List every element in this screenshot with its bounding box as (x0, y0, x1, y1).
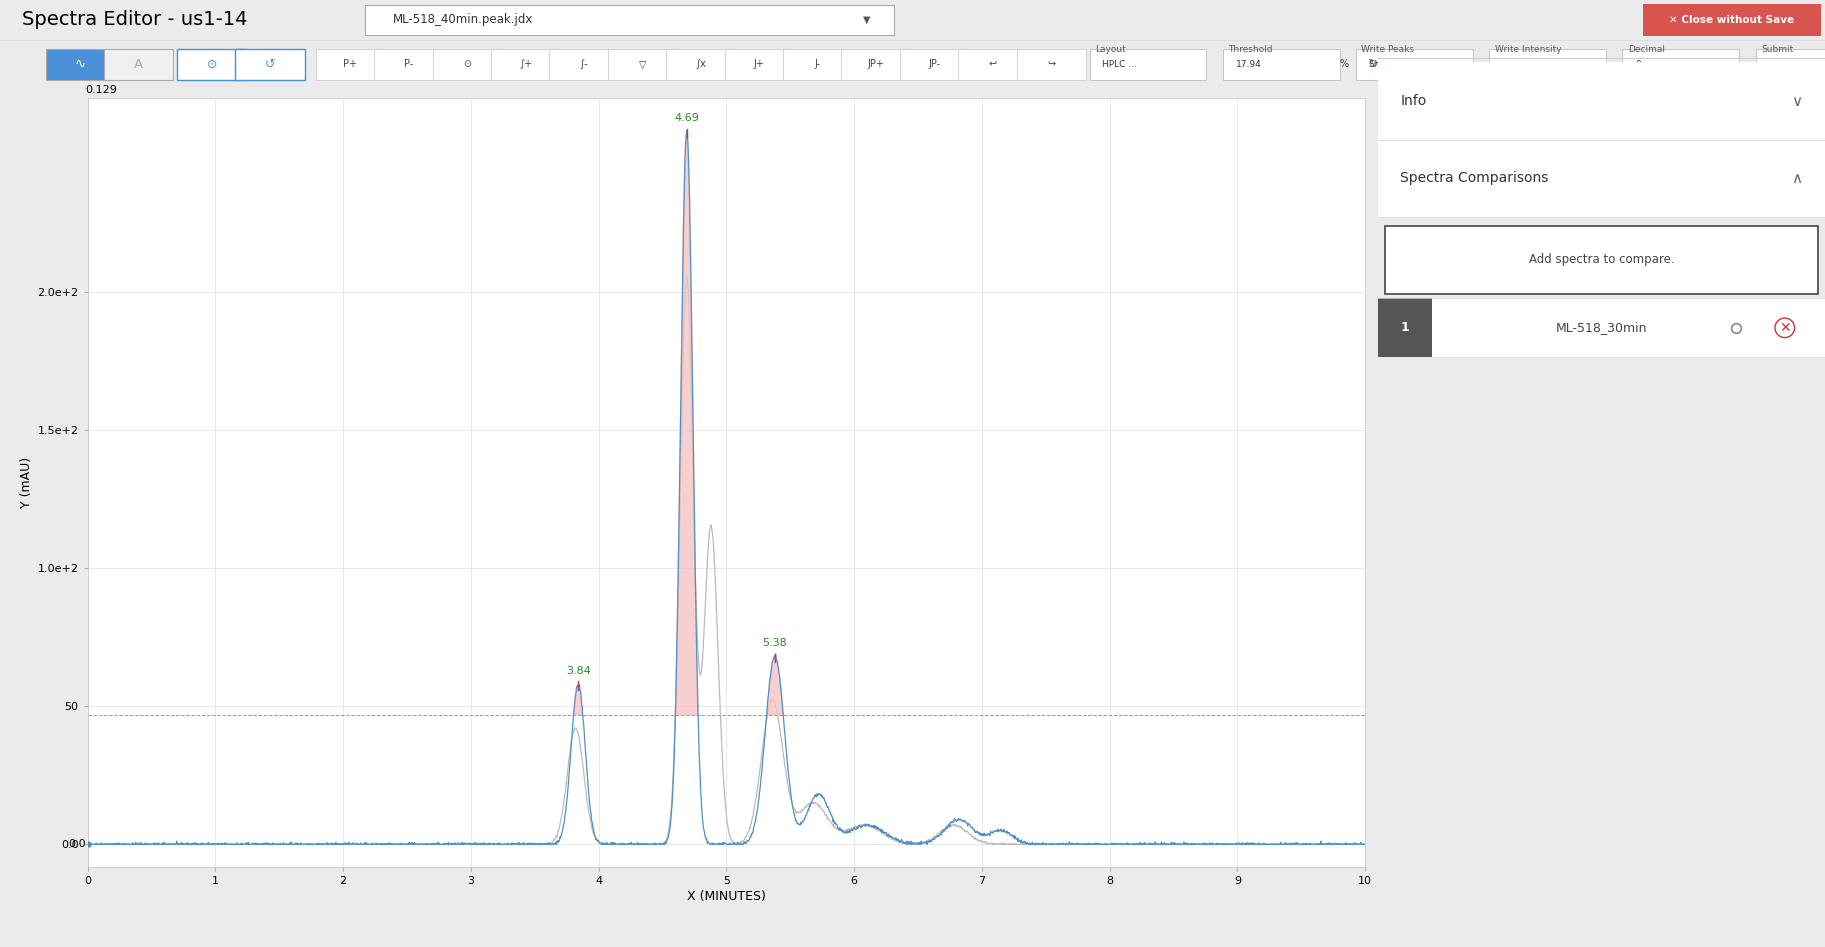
Text: save: save (1768, 60, 1790, 69)
Text: Write Peaks: Write Peaks (1361, 45, 1414, 54)
Text: Info: Info (1400, 94, 1427, 108)
FancyBboxPatch shape (1017, 49, 1086, 80)
Text: ML-518_30min: ML-518_30min (1555, 321, 1648, 334)
Bar (1378, 298, 1431, 357)
FancyBboxPatch shape (491, 49, 560, 80)
FancyBboxPatch shape (1378, 139, 1825, 217)
FancyBboxPatch shape (1756, 49, 1825, 80)
FancyBboxPatch shape (1356, 49, 1473, 80)
Text: J+: J+ (754, 60, 765, 69)
Text: Spectra Comparisons: Spectra Comparisons (1400, 171, 1549, 185)
Text: 17.94: 17.94 (1236, 60, 1261, 69)
FancyBboxPatch shape (433, 49, 502, 80)
Text: 1: 1 (1400, 321, 1409, 334)
Text: ↪: ↪ (1048, 60, 1055, 69)
FancyBboxPatch shape (316, 49, 385, 80)
FancyBboxPatch shape (235, 49, 305, 80)
Text: ↺: ↺ (265, 58, 276, 71)
Text: 3.84: 3.84 (566, 666, 591, 676)
FancyBboxPatch shape (725, 49, 794, 80)
Text: ML-518_40min.peak.jdx: ML-518_40min.peak.jdx (392, 13, 533, 27)
Text: 0.129: 0.129 (86, 84, 117, 95)
Text: ↩: ↩ (989, 60, 996, 69)
Text: ⊙: ⊙ (206, 58, 217, 71)
FancyBboxPatch shape (900, 49, 969, 80)
FancyBboxPatch shape (1385, 225, 1818, 294)
FancyBboxPatch shape (1090, 49, 1206, 80)
Text: Spectra Editor - us1-14: Spectra Editor - us1-14 (22, 10, 248, 29)
Text: ✕: ✕ (1779, 321, 1790, 335)
Text: P+: P+ (343, 60, 358, 69)
Text: ∨: ∨ (1792, 94, 1803, 109)
Text: ∫+: ∫+ (518, 60, 533, 69)
Text: ∫x: ∫x (695, 60, 706, 69)
Text: P-: P- (403, 60, 414, 69)
Text: ▼: ▼ (863, 15, 871, 25)
Text: JP+: JP+ (867, 60, 885, 69)
Text: Add spectra to compare.: Add spectra to compare. (1529, 253, 1674, 266)
Text: Threshold: Threshold (1228, 45, 1272, 54)
Text: ∫-: ∫- (580, 60, 588, 69)
Text: JP-: JP- (929, 60, 940, 69)
FancyBboxPatch shape (374, 49, 443, 80)
FancyBboxPatch shape (104, 49, 173, 80)
FancyBboxPatch shape (783, 49, 852, 80)
Text: 5.38: 5.38 (763, 638, 787, 649)
Text: ▽: ▽ (639, 60, 646, 69)
FancyBboxPatch shape (549, 49, 619, 80)
Text: 0.0: 0.0 (69, 839, 86, 849)
FancyBboxPatch shape (958, 49, 1027, 80)
FancyBboxPatch shape (841, 49, 911, 80)
Text: J-: J- (814, 60, 821, 69)
Text: ↻: ↻ (1367, 58, 1378, 71)
FancyBboxPatch shape (365, 5, 894, 35)
Text: ∧: ∧ (1792, 170, 1803, 186)
Text: HPLC ...: HPLC ... (1102, 60, 1137, 69)
Text: ✕ Close without Save: ✕ Close without Save (1670, 15, 1794, 25)
Text: A: A (133, 58, 142, 71)
Text: 4.69: 4.69 (673, 114, 699, 123)
Text: Submit: Submit (1761, 45, 1794, 54)
Text: ∿: ∿ (75, 58, 86, 71)
FancyBboxPatch shape (1622, 49, 1739, 80)
Text: Show: Show (1369, 60, 1392, 69)
Text: ⊙: ⊙ (464, 60, 471, 69)
FancyBboxPatch shape (1378, 63, 1825, 139)
FancyBboxPatch shape (177, 49, 246, 80)
FancyBboxPatch shape (1378, 298, 1825, 357)
Text: Layout: Layout (1095, 45, 1126, 54)
FancyBboxPatch shape (1223, 49, 1340, 80)
Text: Decimal: Decimal (1628, 45, 1664, 54)
FancyBboxPatch shape (608, 49, 677, 80)
Text: 0: 0 (1635, 60, 1641, 69)
Text: Write Intensity: Write Intensity (1495, 45, 1562, 54)
Y-axis label: Y (mAU): Y (mAU) (20, 457, 33, 508)
Text: %: % (1340, 60, 1349, 69)
FancyBboxPatch shape (1489, 49, 1606, 80)
X-axis label: X (MINUTES): X (MINUTES) (686, 889, 766, 902)
FancyBboxPatch shape (1642, 4, 1821, 36)
FancyBboxPatch shape (46, 49, 115, 80)
FancyBboxPatch shape (666, 49, 735, 80)
